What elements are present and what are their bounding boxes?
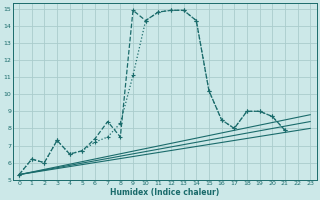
X-axis label: Humidex (Indice chaleur): Humidex (Indice chaleur) [110,188,219,197]
